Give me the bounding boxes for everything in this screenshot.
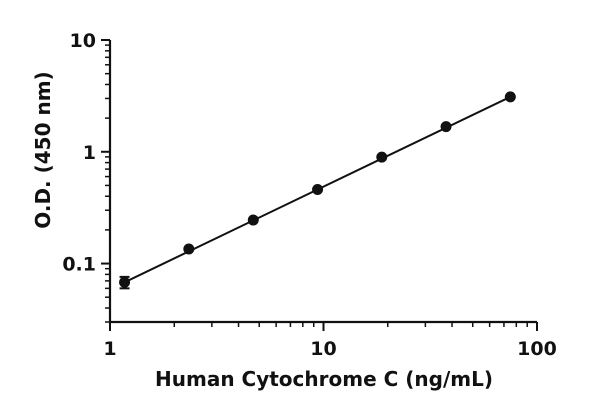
data-point: [119, 276, 131, 288]
x-tick-label: 1: [103, 338, 116, 360]
data-point: [247, 214, 259, 226]
x-tick-label: 100: [517, 338, 557, 360]
axes: [108, 40, 537, 324]
y-tick-label: 10: [70, 30, 96, 52]
y-axis-ticks: 0.1 1 10: [62, 30, 110, 323]
data-point: [312, 183, 324, 195]
data-point: [440, 121, 452, 133]
x-axis-ticks: 1 10 100: [103, 322, 557, 360]
y-tick-label: 0.1: [62, 254, 96, 276]
x-tick-label: 10: [310, 338, 336, 360]
y-axis-title: O.D. (450 nm): [31, 71, 55, 228]
data-point: [183, 243, 195, 255]
data-point: [376, 151, 388, 163]
data-points: [119, 91, 516, 290]
y-tick-label: 1: [83, 142, 96, 164]
data-point: [504, 91, 516, 103]
x-axis-title: Human Cytochrome C (ng/mL): [155, 367, 493, 391]
